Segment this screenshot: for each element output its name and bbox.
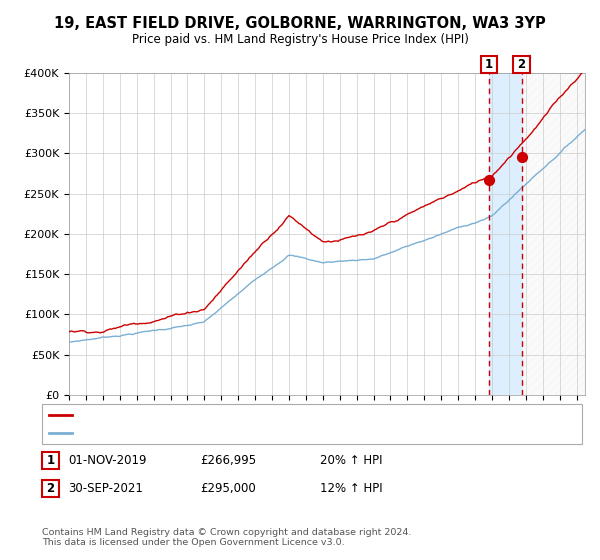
Text: £295,000: £295,000 bbox=[200, 482, 256, 496]
Text: Price paid vs. HM Land Registry's House Price Index (HPI): Price paid vs. HM Land Registry's House … bbox=[131, 32, 469, 46]
Text: £266,995: £266,995 bbox=[200, 454, 256, 467]
Text: 19, EAST FIELD DRIVE, GOLBORNE, WARRINGTON, WA3 3YP (detached house): 19, EAST FIELD DRIVE, GOLBORNE, WARRINGT… bbox=[76, 410, 502, 420]
Text: HPI: Average price, detached house, Wigan: HPI: Average price, detached house, Wiga… bbox=[76, 428, 313, 438]
Text: 30-SEP-2021: 30-SEP-2021 bbox=[68, 482, 143, 496]
Text: 2: 2 bbox=[517, 58, 526, 71]
Bar bbox=[521, 73, 585, 395]
Text: 01-NOV-2019: 01-NOV-2019 bbox=[68, 454, 146, 467]
Text: 1: 1 bbox=[46, 454, 55, 467]
Text: 2: 2 bbox=[46, 482, 55, 496]
Point bbox=[484, 175, 494, 184]
Text: 1: 1 bbox=[485, 58, 493, 71]
Point bbox=[517, 153, 526, 162]
Text: Contains HM Land Registry data © Crown copyright and database right 2024.
This d: Contains HM Land Registry data © Crown c… bbox=[42, 528, 412, 547]
Bar bbox=[489, 73, 521, 395]
Text: 19, EAST FIELD DRIVE, GOLBORNE, WARRINGTON, WA3 3YP: 19, EAST FIELD DRIVE, GOLBORNE, WARRINGT… bbox=[54, 16, 546, 31]
Text: 12% ↑ HPI: 12% ↑ HPI bbox=[320, 482, 382, 496]
Text: 20% ↑ HPI: 20% ↑ HPI bbox=[320, 454, 382, 467]
